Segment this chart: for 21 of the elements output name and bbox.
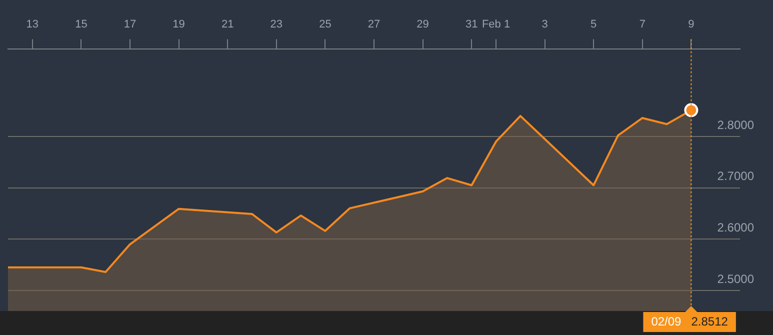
x-tick-label: 3 <box>542 18 548 31</box>
y-tick-label: 2.8000 <box>717 118 754 132</box>
x-tick-label: 31 <box>465 18 478 31</box>
x-tick-label: 7 <box>639 18 646 31</box>
x-tick-label: 13 <box>26 18 39 31</box>
x-tick-label: 23 <box>270 18 283 31</box>
y-tick-label: 2.7000 <box>717 169 754 184</box>
x-tick-label: 9 <box>688 18 694 31</box>
x-tick-label: 5 <box>590 18 597 31</box>
x-tick-label: 27 <box>368 18 380 31</box>
y-tick-label: 2.5000 <box>717 272 754 286</box>
x-tick-label: 17 <box>124 18 136 31</box>
x-tick-label: 15 <box>75 18 88 31</box>
text: 2.8512 <box>691 314 728 328</box>
x-tick-label: 25 <box>319 18 332 31</box>
legend-label: 02/09 <box>651 314 682 328</box>
y-tick-label: 2.6000 <box>717 220 754 234</box>
x-tick-label: 21 <box>221 18 234 31</box>
x-tick-label: 19 <box>172 18 185 31</box>
x-tick-label: Feb 1 <box>482 18 510 31</box>
x-tick-label: 29 <box>416 18 429 31</box>
